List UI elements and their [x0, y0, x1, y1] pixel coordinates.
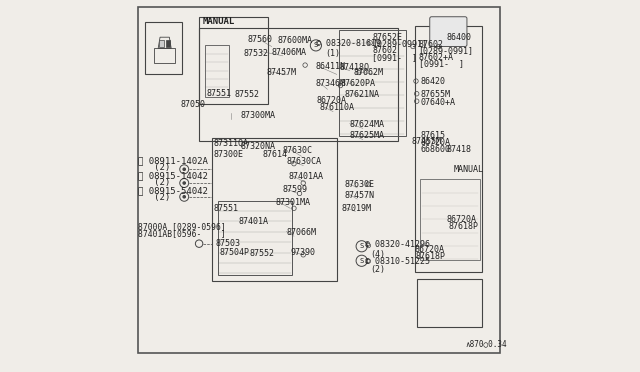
Bar: [415, 26, 482, 272]
Text: 87560: 87560: [248, 35, 273, 44]
Text: 87602: 87602: [419, 40, 444, 49]
Text: 87614: 87614: [262, 150, 287, 159]
Text: 87300MA: 87300MA: [240, 111, 275, 120]
Text: MANUAL: MANUAL: [454, 165, 484, 174]
Text: 87602+A: 87602+A: [419, 53, 454, 62]
Text: S: S: [360, 243, 364, 249]
Text: 87624MA: 87624MA: [349, 120, 385, 129]
Text: 87066M: 87066M: [287, 228, 317, 237]
Text: 87301MA: 87301MA: [275, 198, 310, 207]
Bar: [417, 279, 482, 327]
Bar: [199, 28, 398, 141]
Text: 87418Q: 87418Q: [339, 62, 369, 71]
Text: 87551: 87551: [207, 89, 232, 97]
Text: MANUAL: MANUAL: [203, 17, 235, 26]
Text: S: S: [314, 42, 318, 48]
Bar: [145, 22, 182, 74]
Text: (4): (4): [370, 250, 385, 259]
Text: 87625MA: 87625MA: [349, 131, 385, 140]
Bar: [159, 40, 164, 46]
Text: 87655M: 87655M: [420, 90, 451, 99]
Text: (2): (2): [138, 178, 170, 187]
Text: 07640+A: 07640+A: [420, 98, 456, 107]
Text: [0289-0991]: [0289-0991]: [372, 39, 427, 48]
Text: 87401AB[0596-    ]: 87401AB[0596- ]: [138, 229, 225, 238]
Bar: [166, 40, 170, 46]
Text: S: S: [360, 258, 364, 264]
Text: 97390: 97390: [291, 248, 316, 257]
Text: 87455M: 87455M: [411, 137, 441, 146]
Bar: [212, 138, 337, 281]
Text: Ⓝ 08911-1402A: Ⓝ 08911-1402A: [138, 156, 207, 165]
Text: © 08320-81619: © 08320-81619: [316, 39, 381, 48]
Text: [0289-0991]: [0289-0991]: [419, 46, 474, 55]
Text: Ⓢ 08915-54042: Ⓢ 08915-54042: [138, 186, 207, 195]
Text: © 08310-51225: © 08310-51225: [365, 257, 429, 266]
Text: 87618P: 87618P: [415, 252, 445, 261]
Text: 87600MA: 87600MA: [277, 36, 312, 45]
Text: (1): (1): [326, 49, 340, 58]
Text: ∧870○0.34: ∧870○0.34: [465, 340, 507, 349]
Text: Ⓢ 08915-14042: Ⓢ 08915-14042: [138, 171, 207, 180]
Text: 87620PA: 87620PA: [340, 79, 376, 88]
Text: 87401A: 87401A: [238, 217, 268, 226]
Text: 87418: 87418: [447, 145, 472, 154]
Circle shape: [183, 182, 186, 184]
Text: 87630C: 87630C: [283, 146, 313, 155]
Text: 87320NA: 87320NA: [240, 142, 275, 151]
Text: 87630E: 87630E: [344, 180, 374, 189]
Text: (2): (2): [138, 193, 170, 202]
Text: 87019M: 87019M: [342, 204, 372, 213]
FancyBboxPatch shape: [429, 17, 467, 46]
Text: 87346M: 87346M: [315, 79, 345, 88]
Text: 87050: 87050: [180, 100, 205, 109]
Text: 86720A: 86720A: [420, 138, 451, 147]
Text: 87406MA: 87406MA: [271, 48, 307, 57]
Text: 87457N: 87457N: [344, 191, 374, 200]
Text: 86720A: 86720A: [415, 245, 445, 254]
Text: 87532: 87532: [244, 49, 269, 58]
Bar: [199, 17, 268, 104]
Text: 86720A: 86720A: [447, 215, 476, 224]
Text: 87504P: 87504P: [220, 248, 250, 257]
Text: 87311QA: 87311QA: [214, 139, 249, 148]
Text: 87552: 87552: [250, 249, 275, 258]
Text: 87621NA: 87621NA: [344, 90, 379, 99]
Text: 87401AA: 87401AA: [289, 172, 323, 181]
Text: 87618P: 87618P: [449, 222, 478, 231]
Text: 87552: 87552: [234, 90, 259, 99]
Text: 87652E: 87652E: [372, 33, 402, 42]
Text: 87503: 87503: [216, 239, 241, 248]
Text: 87630CA: 87630CA: [287, 157, 321, 166]
Text: [0991-  ]: [0991- ]: [372, 53, 417, 62]
Text: 87615: 87615: [420, 131, 445, 140]
Text: 87000A [0289-0596]: 87000A [0289-0596]: [138, 222, 225, 231]
Text: [0991-  ]: [0991- ]: [419, 59, 463, 68]
Text: (2): (2): [370, 265, 385, 274]
Text: (2): (2): [138, 163, 170, 172]
Text: 86420: 86420: [420, 77, 445, 86]
Text: 87551: 87551: [214, 204, 239, 213]
Text: 876110A: 876110A: [320, 103, 355, 112]
Text: © 08320-41296: © 08320-41296: [365, 240, 429, 249]
Text: 87457M: 87457M: [266, 68, 296, 77]
Text: 87599: 87599: [283, 185, 308, 194]
Text: 86411N: 86411N: [315, 62, 345, 71]
Text: 87662M: 87662M: [353, 68, 383, 77]
Text: 668600: 668600: [420, 145, 451, 154]
Circle shape: [183, 168, 186, 170]
Text: 87300E: 87300E: [214, 150, 244, 159]
Text: 86400: 86400: [447, 33, 472, 42]
Circle shape: [183, 196, 186, 198]
Text: 87602: 87602: [372, 46, 397, 55]
Text: 86720A: 86720A: [316, 96, 346, 105]
